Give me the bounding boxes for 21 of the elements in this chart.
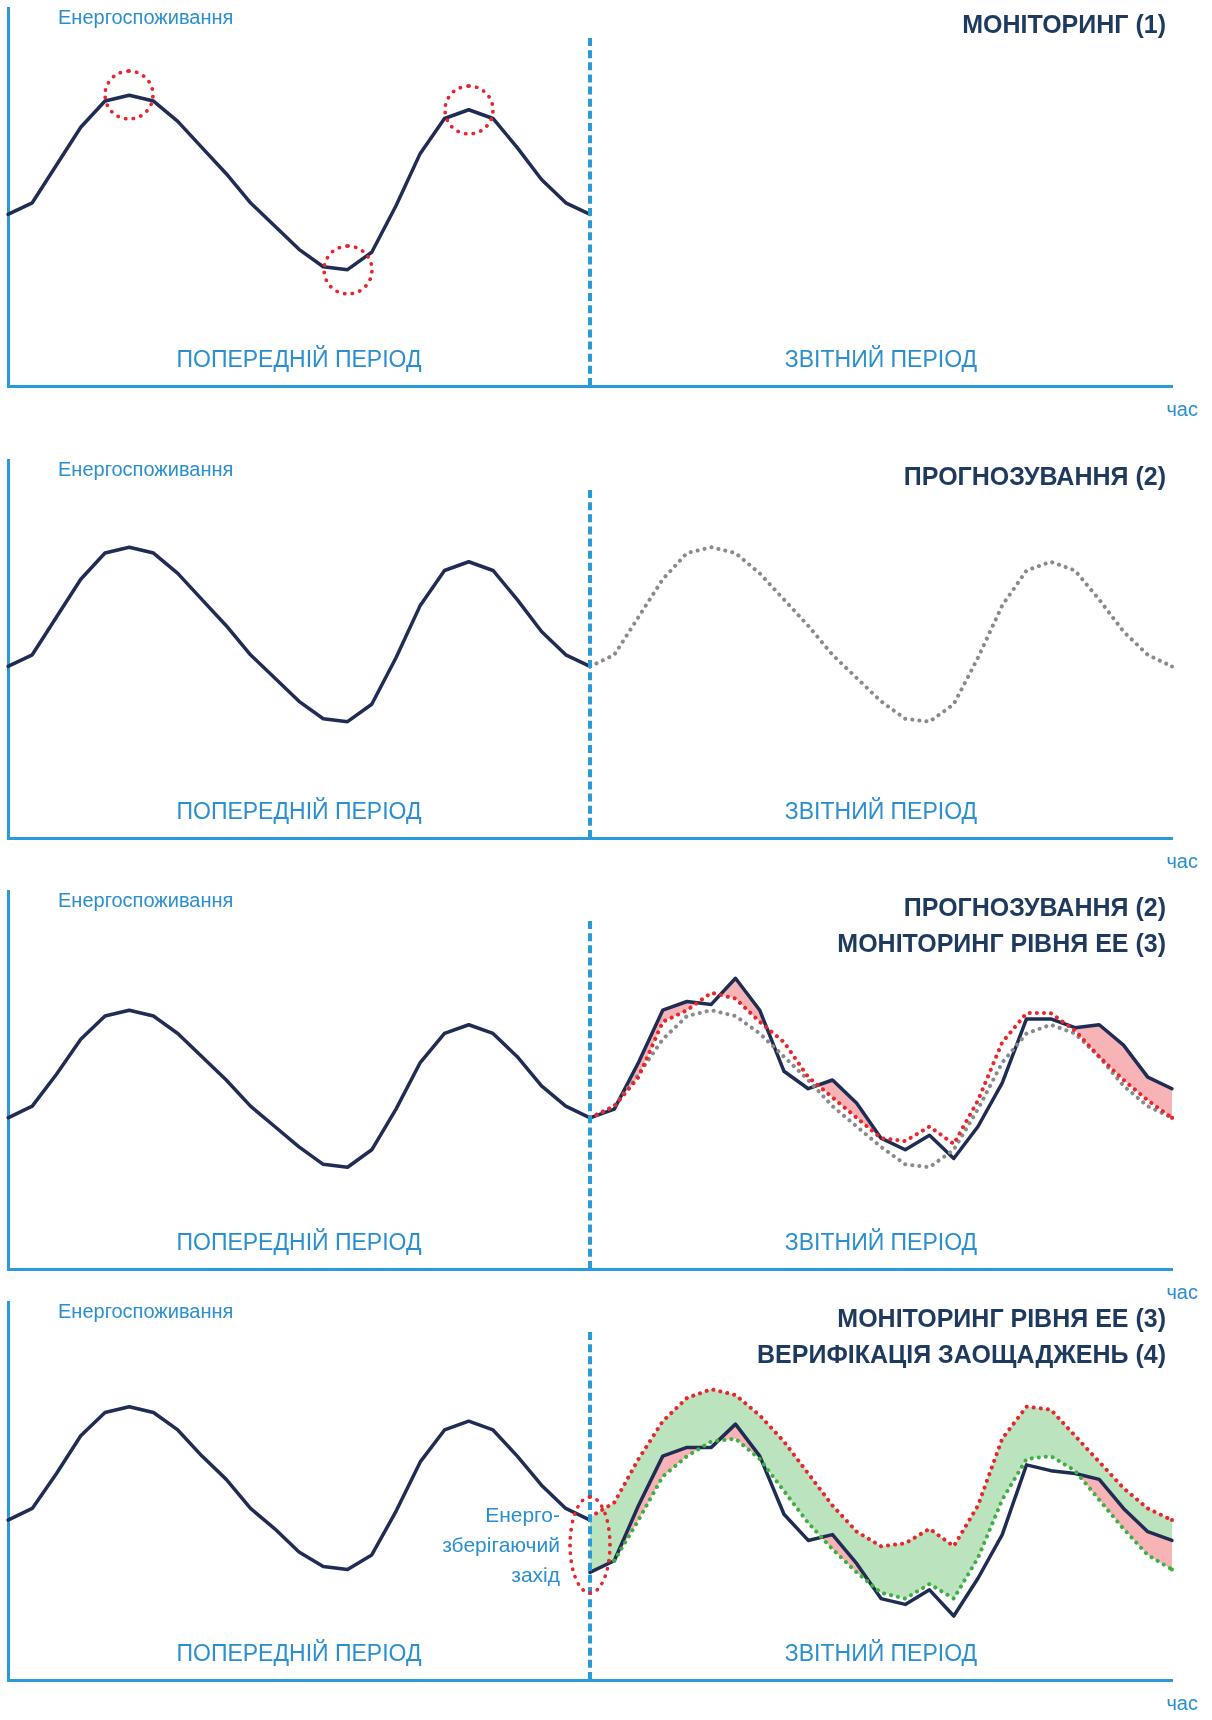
x-axis-title: час — [1166, 850, 1198, 873]
chart-title: МОНІТОРИНГ РІВНЯ ЕЕ (3) ВЕРИФІКАЦІЯ ЗАОЩАДЖЕНЬ (4) — [757, 1303, 1166, 1370]
y-axis-title: Енергоспоживання — [58, 889, 234, 912]
annotation: ЗВІТНИЙ ПЕРІОД — [784, 1229, 978, 1256]
y-axis-title: Енергоспоживання — [58, 458, 234, 481]
x-axis-title: час — [1166, 398, 1198, 421]
chart-title: ПРОГНОЗУВАННЯ (2) МОНІТОРИНГ РІВНЯ ЕЕ (3) — [837, 892, 1166, 959]
x-axis-title: час — [1166, 1692, 1198, 1715]
annotation: ПОПЕРЕДНІЙ ПЕРІОД — [176, 1640, 422, 1667]
annotation: ПОПЕРЕДНІЙ ПЕРІОД — [176, 798, 422, 825]
chart-title: МОНІТОРИНГ (1) — [962, 9, 1166, 40]
chart-title: ПРОГНОЗУВАННЯ (2) — [903, 461, 1166, 492]
y-axis-title: Енергоспоживання — [58, 1300, 234, 1323]
annotation: Енерго- зберігаючий захід — [442, 1501, 560, 1588]
y-axis-title: Енергоспоживання — [58, 6, 234, 29]
x-axis-title: час — [1166, 1281, 1198, 1304]
annotation: ЗВІТНИЙ ПЕРІОД — [784, 798, 978, 825]
annotation: ЗВІТНИЙ ПЕРІОД — [784, 1640, 978, 1667]
annotation: ЗВІТНИЙ ПЕРІОД — [784, 346, 978, 373]
annotation: ПОПЕРЕДНІЙ ПЕРІОД — [176, 346, 422, 373]
annotation: ПОПЕРЕДНІЙ ПЕРІОД — [176, 1229, 422, 1256]
